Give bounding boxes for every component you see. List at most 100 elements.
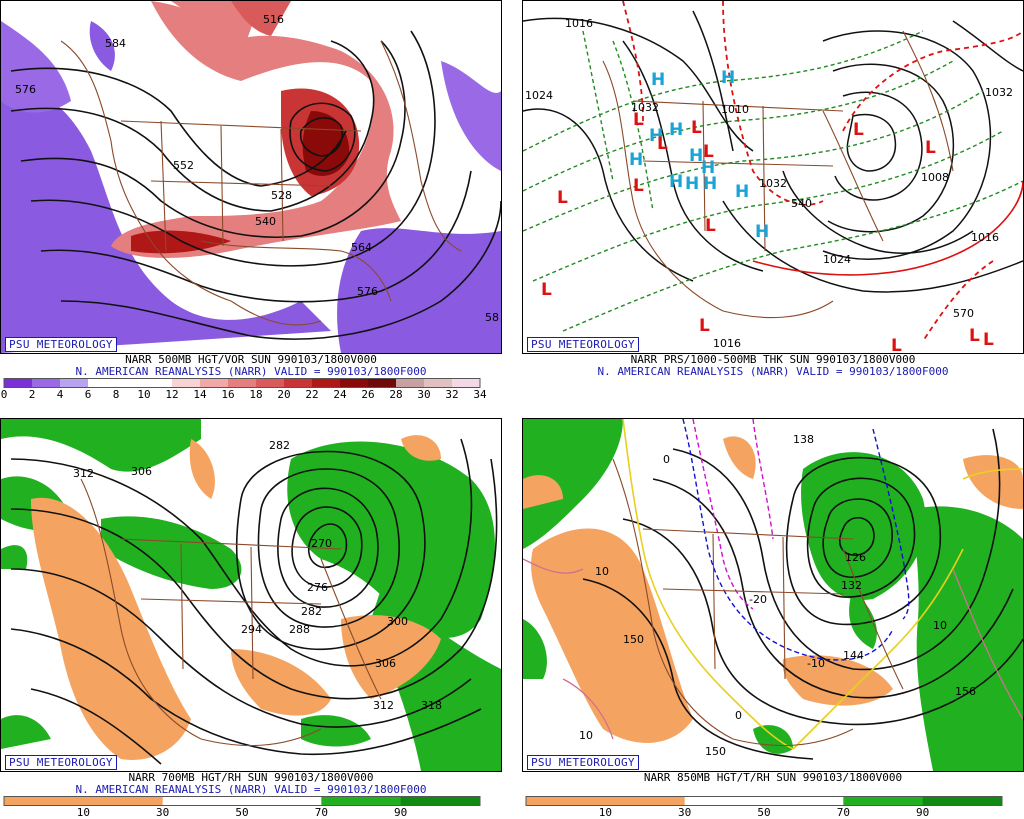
map-pressure: H H L H H L L H H L H H H H L H L L H L xyxy=(522,0,1024,354)
colorbar-segment xyxy=(83,796,164,806)
contour-label: 1008 xyxy=(921,171,949,184)
contour-label: 150 xyxy=(705,745,726,758)
svg-text:H: H xyxy=(689,146,703,166)
contour-label: 540 xyxy=(791,197,812,210)
svg-text:H: H xyxy=(703,174,717,194)
svg-text:H: H xyxy=(649,126,663,146)
map-700mb-svg: 282 312 306 270 276 282 288 294 300 306 … xyxy=(1,419,501,771)
contour-label: -20 xyxy=(749,593,767,606)
contour-label: 584 xyxy=(105,37,126,50)
contour-label: 528 xyxy=(271,189,292,202)
svg-text:L: L xyxy=(541,280,552,300)
colorbar-tick-label: 70 xyxy=(314,806,328,819)
colorbar-tick-label: 34 xyxy=(473,388,487,401)
colorbar-segment xyxy=(684,796,765,806)
colorbar-tick-label: 50 xyxy=(235,806,249,819)
svg-text:L: L xyxy=(657,134,668,154)
colorbar xyxy=(525,796,1003,806)
contour-label: 150 xyxy=(623,633,644,646)
svg-text:L: L xyxy=(633,176,644,196)
svg-text:L: L xyxy=(703,142,714,162)
svg-text:L: L xyxy=(691,118,702,138)
colorbar-tick-label: 28 xyxy=(389,388,403,401)
panel-title: NARR 500MB HGT/VOR SUN 990103/1800V000 xyxy=(125,353,377,366)
map-500mb-svg: 516 584 576 552 528 540 564 576 58 xyxy=(1,1,501,353)
map-700mb: 282 312 306 270 276 282 288 294 300 306 … xyxy=(0,418,502,772)
colorbar xyxy=(3,378,481,388)
colorbar-tick-label: 30 xyxy=(417,388,431,401)
svg-text:H: H xyxy=(669,120,683,140)
colorbar-segment xyxy=(32,378,61,388)
colorbar-segment xyxy=(340,378,369,388)
svg-text:L: L xyxy=(557,188,568,208)
svg-text:L: L xyxy=(983,330,994,350)
map-pressure-svg: H H L H H L L H H L H H H H L H L L H L xyxy=(523,1,1023,353)
panel-title: NARR PRS/1000-500MB THK SUN 990103/1800V… xyxy=(630,353,916,366)
colorbar-tick-label: 2 xyxy=(28,388,36,401)
panel-subtitle: N. AMERICAN REANALYSIS (NARR) VALID = 99… xyxy=(75,783,427,796)
colorbar-segment xyxy=(228,378,257,388)
contour-label: 282 xyxy=(301,605,322,618)
colorbar-tick-label: 14 xyxy=(193,388,207,401)
contour-label: 126 xyxy=(845,551,866,564)
colorbar-segment xyxy=(764,796,844,806)
contour-label: 1032 xyxy=(759,177,787,190)
colorbar-tick-label: 32 xyxy=(445,388,459,401)
map-850mb: 138 0 10 -20 126 132 144 150 156 150 10 … xyxy=(522,418,1024,772)
colorbar-tick-label: 10 xyxy=(137,388,151,401)
svg-text:H: H xyxy=(755,222,769,242)
colorbar-tick-label: 24 xyxy=(333,388,347,401)
panel-title: NARR 850MB HGT/T/RH SUN 990103/1800V000 xyxy=(643,771,903,784)
contour-label: 312 xyxy=(73,467,94,480)
contour-label: 156 xyxy=(955,685,976,698)
contour-label: 0 xyxy=(663,453,670,466)
contour-label: 1010 xyxy=(721,103,749,116)
contour-label: 306 xyxy=(131,465,152,478)
panel-subtitle: N. AMERICAN REANALYSIS (NARR) VALID = 99… xyxy=(75,365,427,378)
contour-label: 516 xyxy=(263,13,284,26)
colorbar-tick-label: 90 xyxy=(394,806,408,819)
panel-title: NARR 700MB HGT/RH SUN 990103/1800V000 xyxy=(128,771,374,784)
contour-label: 312 xyxy=(373,699,394,712)
contour-label: 288 xyxy=(289,623,310,636)
svg-text:L: L xyxy=(699,316,710,336)
svg-text:H: H xyxy=(651,70,665,90)
colorbar-tick-label: 70 xyxy=(836,806,850,819)
colorbar-segment xyxy=(284,378,313,388)
contour-label: 10 xyxy=(579,729,593,742)
colorbar-segment xyxy=(321,796,402,806)
map-850mb-svg: 138 0 10 -20 126 132 144 150 156 150 10 … xyxy=(523,419,1023,771)
psu-meteorology-badge: PSU METEOROLOGY xyxy=(5,755,117,770)
colorbar-segment xyxy=(4,796,84,806)
psu-meteorology-badge: PSU METEOROLOGY xyxy=(5,337,117,352)
colorbar-ticks: 0 2 4 6 8 10 12 14 16 18 20 22 24 26 28 30 32 34 xyxy=(0,389,502,401)
contour-label: 294 xyxy=(241,623,262,636)
colorbar-segment xyxy=(843,796,924,806)
colorbar-tick-label: 12 xyxy=(165,388,179,401)
colorbar-tick-label: 16 xyxy=(221,388,235,401)
contour-label: 132 xyxy=(841,579,862,592)
colorbar-segment xyxy=(605,796,686,806)
contour-label: 282 xyxy=(269,439,290,452)
svg-text:H: H xyxy=(735,182,749,202)
svg-text:H: H xyxy=(669,172,683,192)
svg-text:H: H xyxy=(629,150,643,170)
colorbar-tick-label: 50 xyxy=(757,806,771,819)
contour-label: 576 xyxy=(357,285,378,298)
svg-text:L: L xyxy=(925,138,936,158)
colorbar-tick-label: 4 xyxy=(56,388,64,401)
colorbar-ticks: 10 30 50 70 90 xyxy=(0,807,502,819)
colorbar-segment xyxy=(144,378,173,388)
panel-500mb-vorticity: 516 584 576 552 528 540 564 576 58 PSU M… xyxy=(0,0,502,401)
colorbar-tick-label: 10 xyxy=(76,806,90,819)
colorbar-tick-label: 10 xyxy=(598,806,612,819)
contour-label: 276 xyxy=(307,581,328,594)
colorbar-segment xyxy=(200,378,229,388)
colorbar-segment xyxy=(452,378,481,388)
colorbar-segment xyxy=(396,378,425,388)
colorbar-segment xyxy=(116,378,145,388)
contour-label: -10 xyxy=(807,657,825,670)
colorbar-segment xyxy=(172,378,201,388)
colorbar-segment xyxy=(312,378,341,388)
colorbar-segment xyxy=(242,796,322,806)
